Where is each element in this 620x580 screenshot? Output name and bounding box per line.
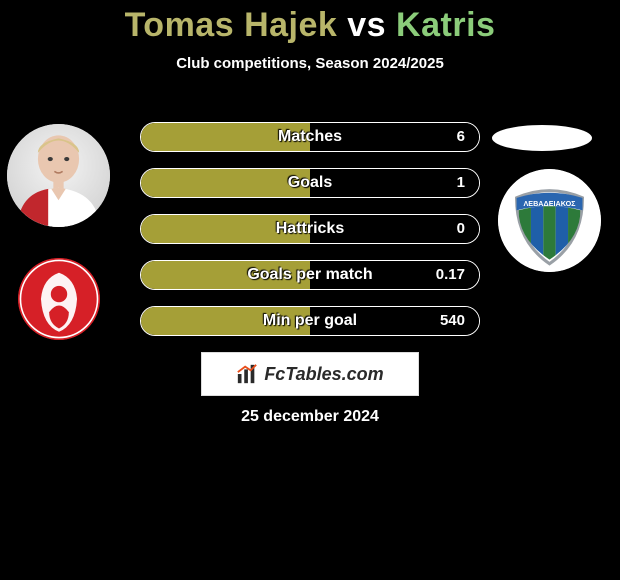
title-vs: vs [347,6,386,44]
bar-chart-icon [236,363,258,385]
player1-avatar [7,124,110,227]
bar-label: Matches [141,123,479,151]
page-title: Tomas Hajek vs Katris [0,0,620,45]
subtitle: Club competitions, Season 2024/2025 [0,55,620,72]
bar-label: Goals [141,169,479,197]
stat-bars: Matches6Goals1Hattricks0Goals per match0… [140,122,480,352]
title-player1: Tomas Hajek [125,6,338,44]
date-text: 25 december 2024 [0,408,620,426]
bar-value-right: 1 [457,169,465,197]
bar-label: Goals per match [141,261,479,289]
comparison-infographic: Tomas Hajek vs Katris Club competitions,… [0,0,620,580]
stat-bar: Hattricks0 [140,214,480,244]
bar-label: Hattricks [141,215,479,243]
bar-value-right: 0 [457,215,465,243]
player1-club-badge [18,258,100,340]
club-shield-icon: ΛΕΒΑΔΕΙΑΚΟΣ [498,169,601,272]
stat-bar: Goals1 [140,168,480,198]
brand-text: FcTables.com [264,364,383,385]
player2-shape [492,125,592,151]
club-crest-icon [18,258,100,340]
person-icon [7,124,110,227]
stat-bar: Min per goal540 [140,306,480,336]
bar-value-right: 0.17 [436,261,465,289]
player2-club-badge: ΛΕΒΑΔΕΙΑΚΟΣ [498,169,601,272]
bar-value-right: 540 [440,307,465,335]
bar-value-right: 6 [457,123,465,151]
title-player2: Katris [396,6,495,44]
brand-badge: FcTables.com [201,352,419,396]
bar-label: Min per goal [141,307,479,335]
stat-bar: Matches6 [140,122,480,152]
stat-bar: Goals per match0.17 [140,260,480,290]
